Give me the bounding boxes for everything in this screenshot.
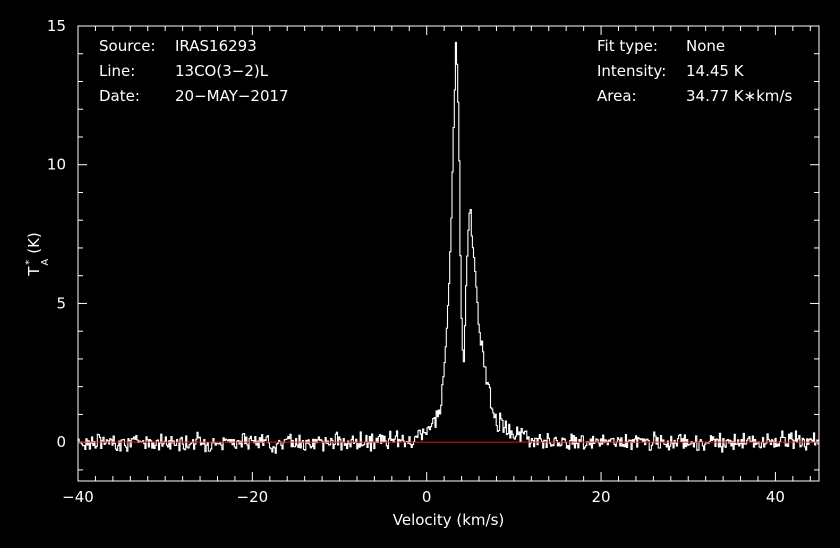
y-tick-label: 0	[56, 433, 66, 451]
plot-frame	[77, 25, 820, 482]
info-value: None	[686, 37, 725, 55]
y-tick-label: 15	[47, 17, 66, 35]
y-tick-label: 5	[56, 294, 66, 312]
y-axis-label: TA*(K)	[24, 232, 51, 277]
x-tick-label: 20	[592, 488, 611, 506]
x-tick-label: 40	[766, 488, 785, 506]
x-tick-label: 0	[422, 488, 432, 506]
info-panel-right: Fit type: None Intensity: 14.45 K Area: 34.77…	[597, 37, 792, 105]
y-tick-label: 10	[47, 156, 66, 174]
x-tick-label: −40	[62, 488, 94, 506]
info-value: 13CO(3−2)L	[175, 62, 269, 80]
info-key: Area:	[597, 87, 637, 105]
info-key: Line:	[99, 62, 135, 80]
axes: −40 −20 0 20 40 0 5 10 15	[47, 17, 820, 506]
info-key: Source:	[99, 37, 156, 55]
info-value: 20−MAY−2017	[175, 87, 289, 105]
x-tick-label: −20	[237, 488, 269, 506]
spectrum-line	[78, 41, 819, 454]
info-key: Fit type:	[597, 37, 658, 55]
y-axis-label-text: TA*(K)	[24, 232, 51, 277]
plot-area	[78, 41, 819, 454]
info-value: 14.45 K	[686, 62, 745, 80]
info-key: Intensity:	[597, 62, 666, 80]
x-axis-label: Velocity (km/s)	[393, 511, 504, 529]
info-value: 34.77 K∗km/s	[686, 87, 792, 105]
info-value: IRAS16293	[175, 37, 257, 55]
info-panel-left: Source: IRAS16293 Line: 13CO(3−2)L Date: 20−M…	[99, 37, 289, 105]
info-key: Date:	[99, 87, 140, 105]
